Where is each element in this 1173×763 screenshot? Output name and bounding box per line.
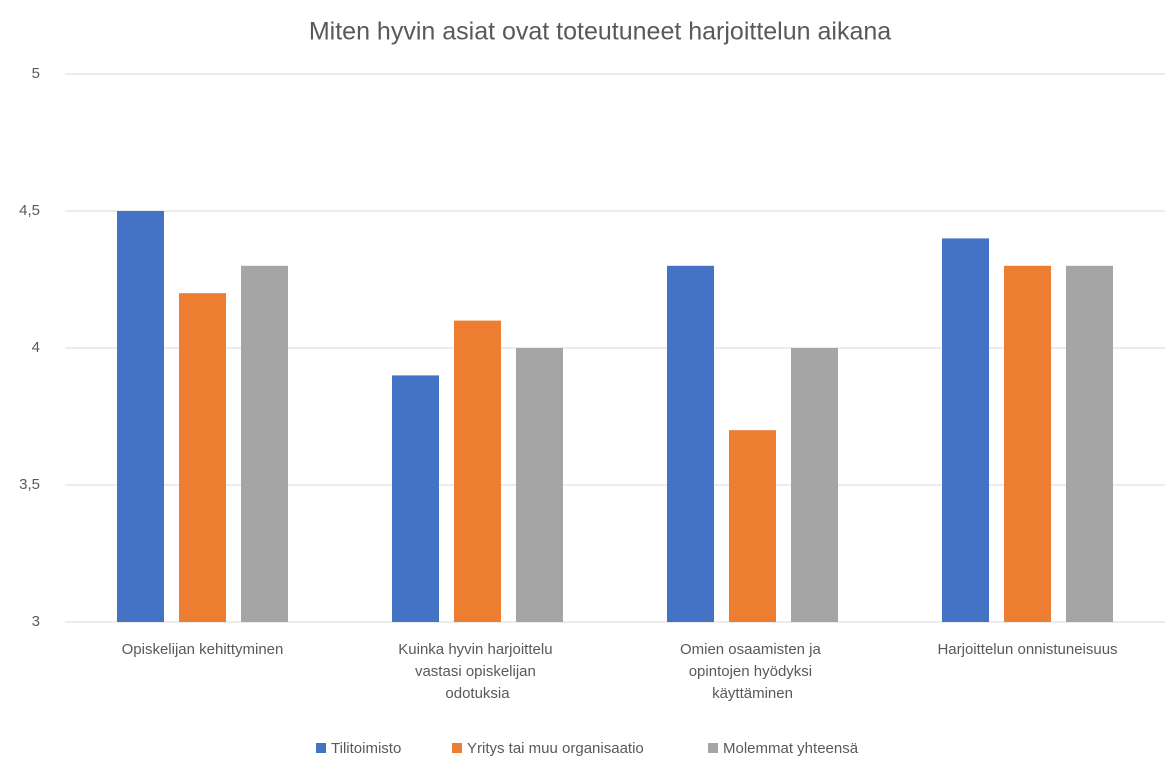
legend-label: Molemmat yhteensä xyxy=(723,740,859,757)
legend-swatch xyxy=(452,743,462,753)
bar xyxy=(179,293,226,622)
legend-swatch xyxy=(708,743,718,753)
bar xyxy=(791,348,838,622)
bar xyxy=(516,348,563,622)
y-tick-label: 3,5 xyxy=(19,476,40,493)
x-tick-label: Kuinka hyvin harjoittelu vastasi opiskel… xyxy=(398,641,556,702)
legend-label: Tilitoimisto xyxy=(331,740,401,757)
bar xyxy=(454,320,501,622)
x-tick-label: Opiskelijan kehittyminen xyxy=(122,641,284,658)
y-tick-label: 4,5 xyxy=(19,202,40,219)
bar xyxy=(1004,265,1051,622)
bar xyxy=(1066,265,1113,622)
legend-label: Yritys tai muu organisaatio xyxy=(467,740,644,757)
bar xyxy=(117,211,164,622)
y-tick-label: 3 xyxy=(32,613,40,630)
bar xyxy=(942,238,989,622)
bar xyxy=(729,430,776,622)
bar xyxy=(392,375,439,622)
legend-swatch xyxy=(316,743,326,753)
y-tick-label: 5 xyxy=(32,65,40,82)
y-tick-label: 4 xyxy=(32,339,40,356)
x-tick-label: Omien osaamisten ja opintojen hyödyksi k… xyxy=(680,641,825,702)
bar xyxy=(241,265,288,622)
chart-title: Miten hyvin asiat ovat toteutuneet harjo… xyxy=(309,18,891,46)
bar xyxy=(667,265,714,622)
x-tick-label: Harjoittelun onnistuneisuus xyxy=(937,641,1117,658)
